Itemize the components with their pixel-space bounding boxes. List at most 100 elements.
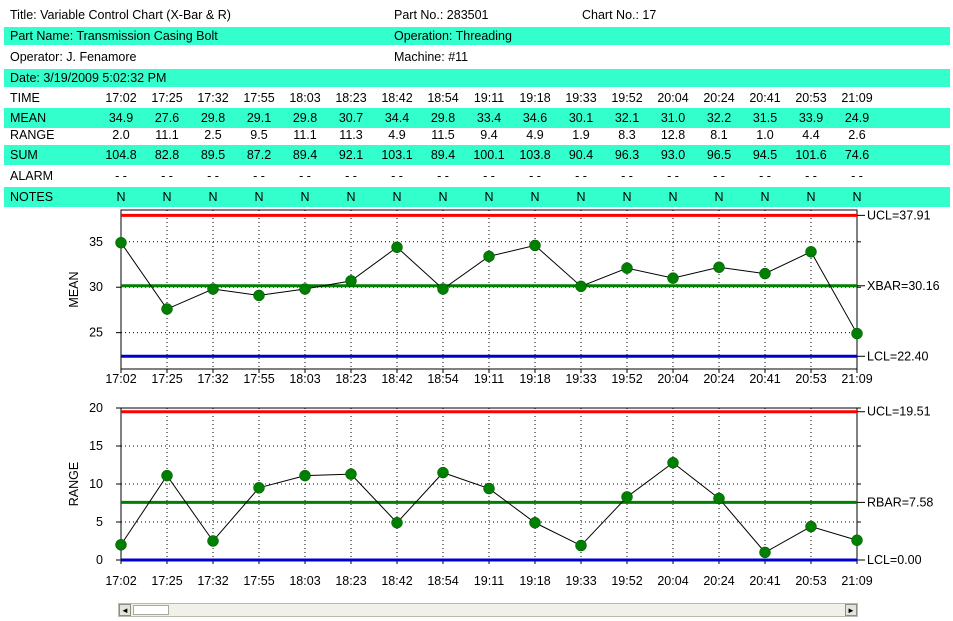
mean-cell: 29.1 (246, 111, 272, 125)
range-cell: 11.1 (155, 128, 179, 142)
horizontal-scrollbar[interactable]: ◄ ► (118, 603, 858, 617)
time-cell: 19:18 (519, 91, 551, 105)
chart2-ylabel: RANGE (67, 462, 81, 506)
notes-cell: N (714, 190, 724, 204)
range-cell: 11.1 (293, 128, 317, 142)
chart2-xtick-label: 17:32 (197, 574, 228, 588)
chart1-data-point (805, 246, 817, 258)
sum-cell: 103.8 (519, 148, 551, 162)
chart1-xtick-label: 18:23 (335, 372, 366, 386)
mean-cell: 32.2 (706, 111, 732, 125)
chart2-data-point (575, 539, 587, 552)
time-row: TIME 17:02 17:25 17:32 17:55 18:03 18:23 18:42… (4, 88, 950, 108)
mean-cell: 27.6 (154, 111, 180, 125)
chart1-data-point (713, 261, 725, 273)
notes-cell: N (254, 190, 264, 204)
chart1-ytick-label: 30 (89, 280, 103, 294)
chart1-data-point (851, 327, 863, 340)
chart2-xtick-label: 19:11 (474, 574, 504, 588)
mean-cell: 29.8 (200, 111, 226, 125)
sum-cell: 90.4 (568, 148, 594, 162)
scroll-right-arrow-icon[interactable]: ► (845, 604, 857, 616)
range-row: RANGE 2.0 11.1 2.5 9.5 11.1 11.3 4.9 11.5 9.4 4.9… (4, 125, 950, 145)
range-cell: 2.6 (848, 128, 866, 142)
chart2-data-point (621, 491, 633, 503)
mean-cell: 31.0 (660, 111, 686, 125)
range-cell: 4.4 (802, 128, 820, 142)
chart2-data-point (115, 539, 127, 551)
alarm-cell: - - (575, 169, 587, 183)
chart2-xtick-label: 20:53 (795, 574, 826, 588)
chart2-xtick-label: 18:42 (381, 574, 412, 588)
notes-cell: N (484, 190, 494, 204)
chart1-ytick-label: 35 (89, 235, 103, 249)
notes-cell: N (208, 190, 218, 204)
alarm-cell: - - (851, 169, 863, 183)
chart2-data-point (713, 492, 725, 505)
chart2-data-point (253, 482, 265, 494)
chart1-xtick-label: 20:53 (795, 372, 826, 386)
sum-cell: 89.5 (200, 148, 226, 162)
range-cell: 9.4 (480, 128, 498, 142)
range-row-label: RANGE (10, 128, 55, 142)
range-cell: 1.9 (572, 128, 590, 142)
notes-cell: N (852, 190, 862, 204)
machine: Machine: #11 (394, 50, 469, 64)
time-cell: 19:11 (473, 91, 505, 105)
chart1-data-point (391, 241, 403, 254)
chart2-data-point (437, 466, 449, 479)
chart2-ytick-label: 0 (96, 553, 103, 567)
chart2-data-point (667, 456, 679, 469)
sum-cell: 104.8 (105, 148, 137, 162)
mean-row: MEAN 34.9 27.6 29.8 29.1 29.8 30.7 34.4 29.8 33.… (4, 108, 950, 128)
part-number: Part No.: 283501 (394, 8, 489, 22)
chart1-xtick-label: 19:18 (519, 372, 550, 386)
chart1-xtick-label: 17:32 (197, 372, 228, 386)
range-cell: 2.5 (204, 128, 222, 142)
mean-cell: 29.8 (430, 111, 456, 125)
chart-number: Chart No.: 17 (582, 8, 657, 22)
alarm-cell: - - (299, 169, 311, 183)
chart2-xtick-label: 20:41 (749, 574, 780, 588)
mean-cell: 24.9 (844, 111, 870, 125)
chart1-center-label: XBAR=30.16 (867, 279, 940, 293)
range-cell: 4.9 (388, 128, 406, 142)
notes-cell: N (116, 190, 126, 204)
chart1-lcl-label: LCL=22.40 (867, 349, 929, 363)
chart2-data-point (161, 469, 173, 482)
chart2-ucl-label: UCL=19.51 (867, 405, 931, 419)
chart2-ytick-label: 20 (89, 401, 103, 415)
chart1-xtick-label: 20:24 (703, 372, 734, 386)
chart2-data-point (529, 517, 541, 529)
mean-cell: 34.4 (384, 111, 410, 125)
mean-cell: 30.7 (338, 111, 364, 125)
scroll-thumb[interactable] (133, 605, 169, 615)
chart1-xtick-label: 18:42 (381, 372, 412, 386)
notes-cell: N (668, 190, 678, 204)
chart2-center-label: RBAR=7.58 (867, 495, 933, 509)
time-cell: 20:53 (795, 91, 827, 105)
chart2-xtick-label: 18:23 (335, 574, 366, 588)
alarm-cell: - - (805, 169, 817, 183)
scroll-left-arrow-icon[interactable]: ◄ (119, 604, 131, 616)
chart2-data-point (851, 534, 863, 546)
notes-cell: N (622, 190, 632, 204)
mean-cell: 29.8 (292, 111, 318, 125)
operation: Operation: Threading (394, 29, 512, 43)
alarm-cell: - - (713, 169, 725, 183)
time-cell: 18:03 (289, 91, 321, 105)
sum-cell: 103.1 (381, 148, 413, 162)
sum-row: SUM 104.8 82.8 89.5 87.2 89.4 92.1 103.1 89.4 10… (4, 145, 950, 165)
time-cell: 18:23 (335, 91, 367, 105)
chart2-xtick-label: 17:25 (151, 574, 182, 588)
chart1-data-point (667, 272, 679, 284)
chart1-data-point (345, 275, 357, 287)
sum-cell: 93.0 (660, 148, 686, 162)
chart1-data-point (529, 239, 541, 252)
time-cell: 17:55 (243, 91, 275, 105)
range-cell: 8.3 (618, 128, 636, 142)
chart2-xtick-label: 17:02 (105, 574, 136, 588)
sum-cell: 96.5 (706, 148, 732, 162)
range-cell: 9.5 (250, 128, 268, 142)
notes-cell: N (806, 190, 816, 204)
